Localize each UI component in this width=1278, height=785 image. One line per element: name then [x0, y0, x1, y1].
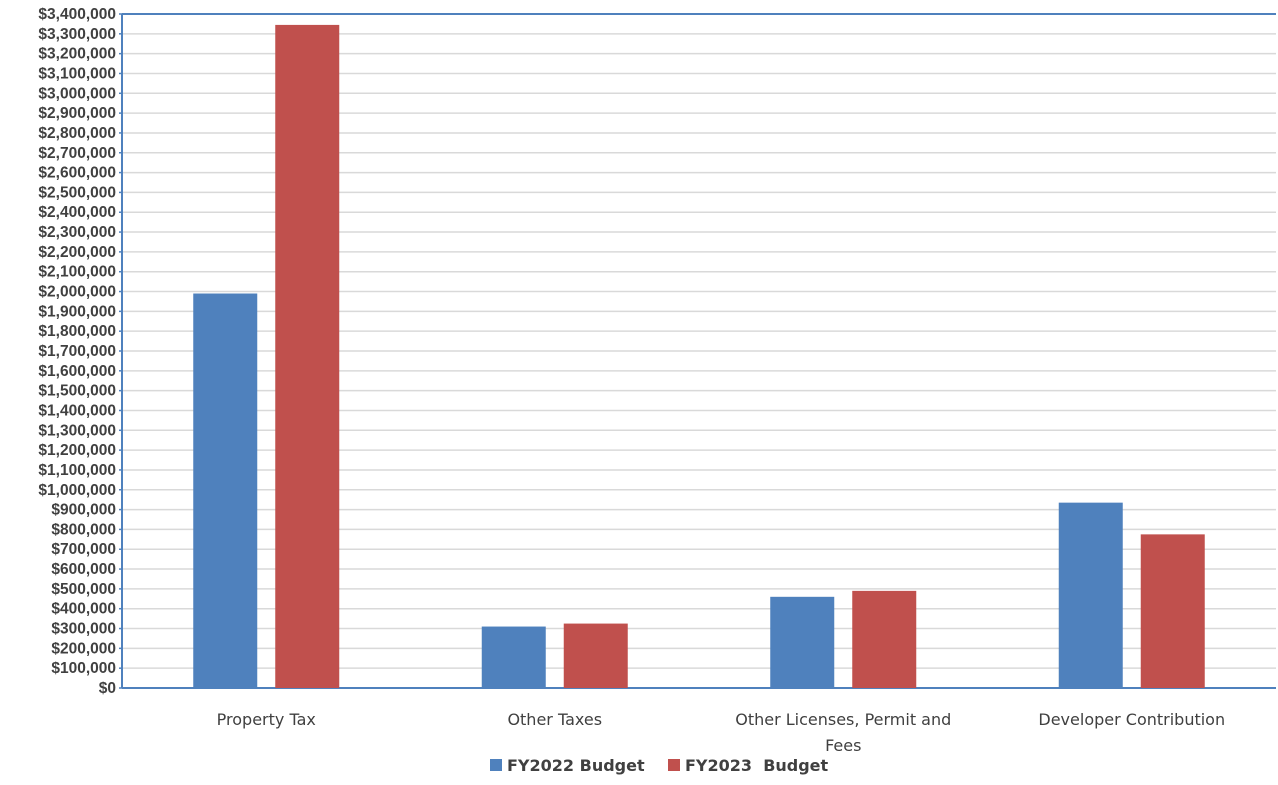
y-tick-label: $1,200,000	[38, 442, 116, 459]
bar-fy2022	[481, 626, 546, 688]
y-tick-label: $1,000,000	[38, 482, 116, 499]
y-tick-label: $2,200,000	[38, 244, 116, 261]
y-tick-label: $3,400,000	[38, 6, 116, 23]
y-tick-label: $3,100,000	[38, 65, 116, 82]
y-tick-label: $1,300,000	[38, 422, 116, 439]
x-tick-label: Other Taxes	[507, 710, 602, 729]
y-tick-label: $400,000	[51, 601, 116, 618]
y-tick-label: $0	[99, 680, 116, 697]
bar-fy2022	[770, 596, 835, 688]
bar-fy2023	[1140, 534, 1205, 688]
legend-label: FY2023 Budget	[685, 756, 829, 775]
y-tick-label: $2,000,000	[38, 284, 116, 301]
y-tick-label: $3,200,000	[38, 46, 116, 63]
y-tick-label: $3,000,000	[38, 85, 116, 102]
bar-fy2022	[1058, 502, 1123, 688]
y-tick-label: $500,000	[51, 581, 116, 598]
y-tick-label: $2,400,000	[38, 204, 116, 221]
y-tick-label: $300,000	[51, 621, 116, 638]
x-tick-label: Property Tax	[217, 710, 316, 729]
y-tick-label: $2,100,000	[38, 264, 116, 281]
y-tick-label: $900,000	[51, 502, 116, 519]
y-tick-label: $3,300,000	[38, 26, 116, 43]
y-tick-label: $800,000	[51, 521, 116, 538]
y-tick-label: $200,000	[51, 640, 116, 657]
y-tick-labels: $0 $100,000 $200,000 $300,000 $400,000 $500,0…	[38, 6, 116, 697]
y-tick-label: $1,700,000	[38, 343, 116, 360]
y-tick-label: $2,300,000	[38, 224, 116, 241]
y-tick-label: $2,800,000	[38, 125, 116, 142]
x-tick-labels: Property Tax Other Taxes Other Licenses, P…	[217, 710, 1225, 755]
y-tick-label: $1,500,000	[38, 383, 116, 400]
bar-fy2023	[563, 623, 628, 688]
legend-swatch	[490, 759, 502, 771]
x-tick-label: Other Licenses, Permit and	[735, 710, 951, 729]
legend-swatch	[668, 759, 680, 771]
y-tick-label: $2,900,000	[38, 105, 116, 122]
y-tick-label: $1,600,000	[38, 363, 116, 380]
y-tick-label: $2,700,000	[38, 145, 116, 162]
y-tick-label: $600,000	[51, 561, 116, 578]
y-tick-label: $100,000	[51, 660, 116, 677]
bar-fy2023	[275, 24, 340, 688]
y-tick-label: $1,100,000	[38, 462, 116, 479]
y-tick-label: $1,900,000	[38, 303, 116, 320]
y-tick-label: $1,800,000	[38, 323, 116, 340]
bar-fy2023	[852, 590, 917, 688]
bar-fy2022	[193, 293, 258, 688]
y-tick-label: $2,500,000	[38, 184, 116, 201]
legend-label: FY2022 Budget	[507, 756, 645, 775]
y-tick-label: $700,000	[51, 541, 116, 558]
bars	[193, 24, 1205, 688]
y-tick-label: $1,400,000	[38, 402, 116, 419]
x-tick-label: Fees	[825, 736, 861, 755]
x-tick-label: Developer Contribution	[1038, 710, 1225, 729]
y-tick-label: $2,600,000	[38, 165, 116, 182]
legend: FY2022 Budget FY2023 Budget	[490, 756, 829, 775]
